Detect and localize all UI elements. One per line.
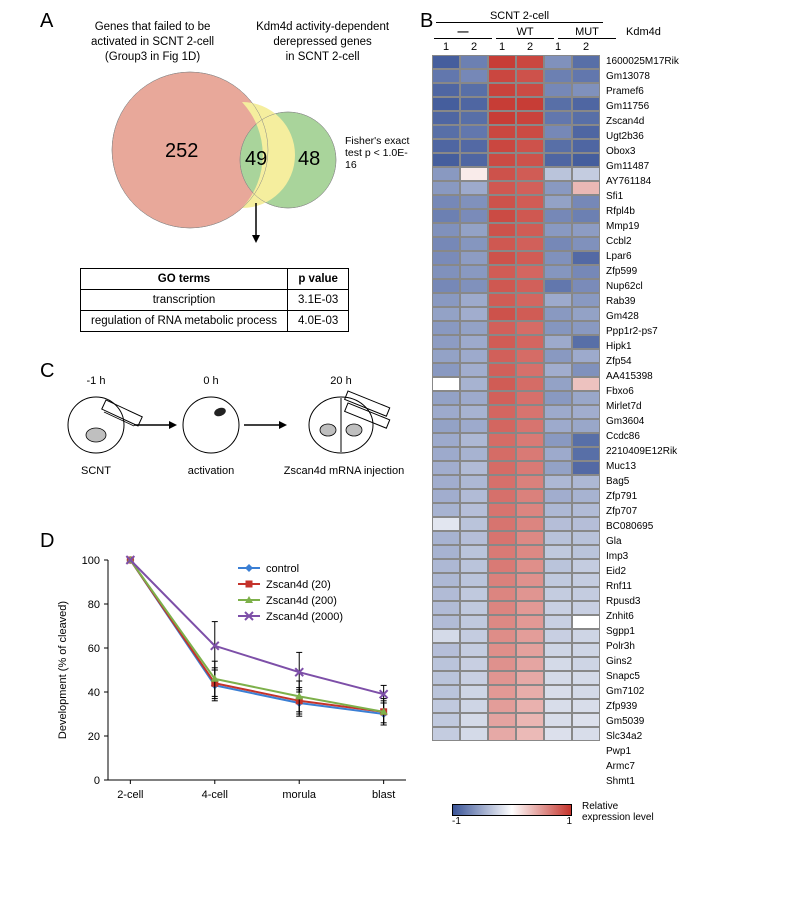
svg-text:60: 60 <box>88 643 100 655</box>
hm-cond: — <box>434 26 492 39</box>
svg-text:-1 h: -1 h <box>87 375 106 387</box>
svg-text:2-cell: 2-cell <box>117 789 143 801</box>
hm-cond: MUT <box>558 26 616 39</box>
svg-text:SCNT: SCNT <box>81 465 111 477</box>
svg-text:morula: morula <box>282 789 317 801</box>
go-cell: transcription <box>81 290 288 311</box>
hm-rep: 2 <box>460 41 488 53</box>
hm-rep: 1 <box>432 41 460 53</box>
venn-left-count: 252 <box>165 140 198 162</box>
panel-c-diagram: -1 h SCNT 0 h activation 20 h Zscan4d mR… <box>46 370 416 510</box>
svg-text:Zscan4d (2000): Zscan4d (2000) <box>266 611 343 623</box>
panel-b-heatmap: SCNT 2-cell — WT MUT Kdm4d 1 2 1 2 1 2 1… <box>432 10 792 870</box>
svg-text:Zscan4d (20): Zscan4d (20) <box>266 579 331 591</box>
colorbar-min: -1 <box>452 816 461 827</box>
colorbar <box>452 804 572 816</box>
panel-d-chart: 0 20 40 60 80 100 2-cell 4-cell morula blast Devel… <box>46 540 416 820</box>
fisher-text: Fisher's exact test p < 1.0E-16 <box>345 135 410 171</box>
go-cell: 3.1E-03 <box>288 290 349 311</box>
venn-left-title: Genes that failed to be activated in SCN… <box>91 20 214 65</box>
venn-right-title: Kdm4d activity-dependent derepressed gen… <box>256 20 389 65</box>
svg-text:100: 100 <box>82 555 100 567</box>
hm-rep: 2 <box>516 41 544 53</box>
svg-text:0: 0 <box>94 775 100 787</box>
svg-text:blast: blast <box>372 789 395 801</box>
heatmap-grid <box>432 55 600 790</box>
venn-overlap-count: 49 <box>245 148 267 170</box>
svg-text:Zscan4d (200): Zscan4d (200) <box>266 595 337 607</box>
colorbar-max: 1 <box>566 816 572 827</box>
panel-a-label: A <box>40 10 53 33</box>
hm-top-title: SCNT 2-cell <box>436 10 603 23</box>
svg-text:20 h: 20 h <box>330 375 351 387</box>
svg-text:20: 20 <box>88 731 100 743</box>
hm-cond-label: Kdm4d <box>626 26 661 39</box>
svg-text:control: control <box>266 563 299 575</box>
hm-rep: 2 <box>572 41 600 53</box>
svg-text:0 h: 0 h <box>203 375 218 387</box>
hm-rep: 1 <box>488 41 516 53</box>
colorbar-label: Relative expression level <box>582 801 654 823</box>
go-table: GO termsp value transcription3.1E-03 reg… <box>80 268 349 332</box>
svg-text:40: 40 <box>88 687 100 699</box>
hm-rep: 1 <box>544 41 572 53</box>
gene-labels: 1600025M17RikGm13078Pramef6Gm11756Zscan4… <box>606 55 679 790</box>
svg-text:Development (% of cleaved): Development (% of cleaved) <box>57 601 69 739</box>
hm-cond: WT <box>496 26 554 39</box>
panel-a-venn: Genes that failed to be activated in SCN… <box>70 20 410 280</box>
go-cell: 4.0E-03 <box>288 311 349 332</box>
svg-text:activation: activation <box>188 465 234 477</box>
venn-right-count: 48 <box>298 148 320 170</box>
go-header-pval: p value <box>288 269 349 290</box>
svg-text:4-cell: 4-cell <box>202 789 228 801</box>
svg-text:80: 80 <box>88 599 100 611</box>
svg-text:Zscan4d mRNA injection: Zscan4d mRNA injection <box>284 465 404 477</box>
go-cell: regulation of RNA metabolic process <box>81 311 288 332</box>
go-header-terms: GO terms <box>81 269 288 290</box>
